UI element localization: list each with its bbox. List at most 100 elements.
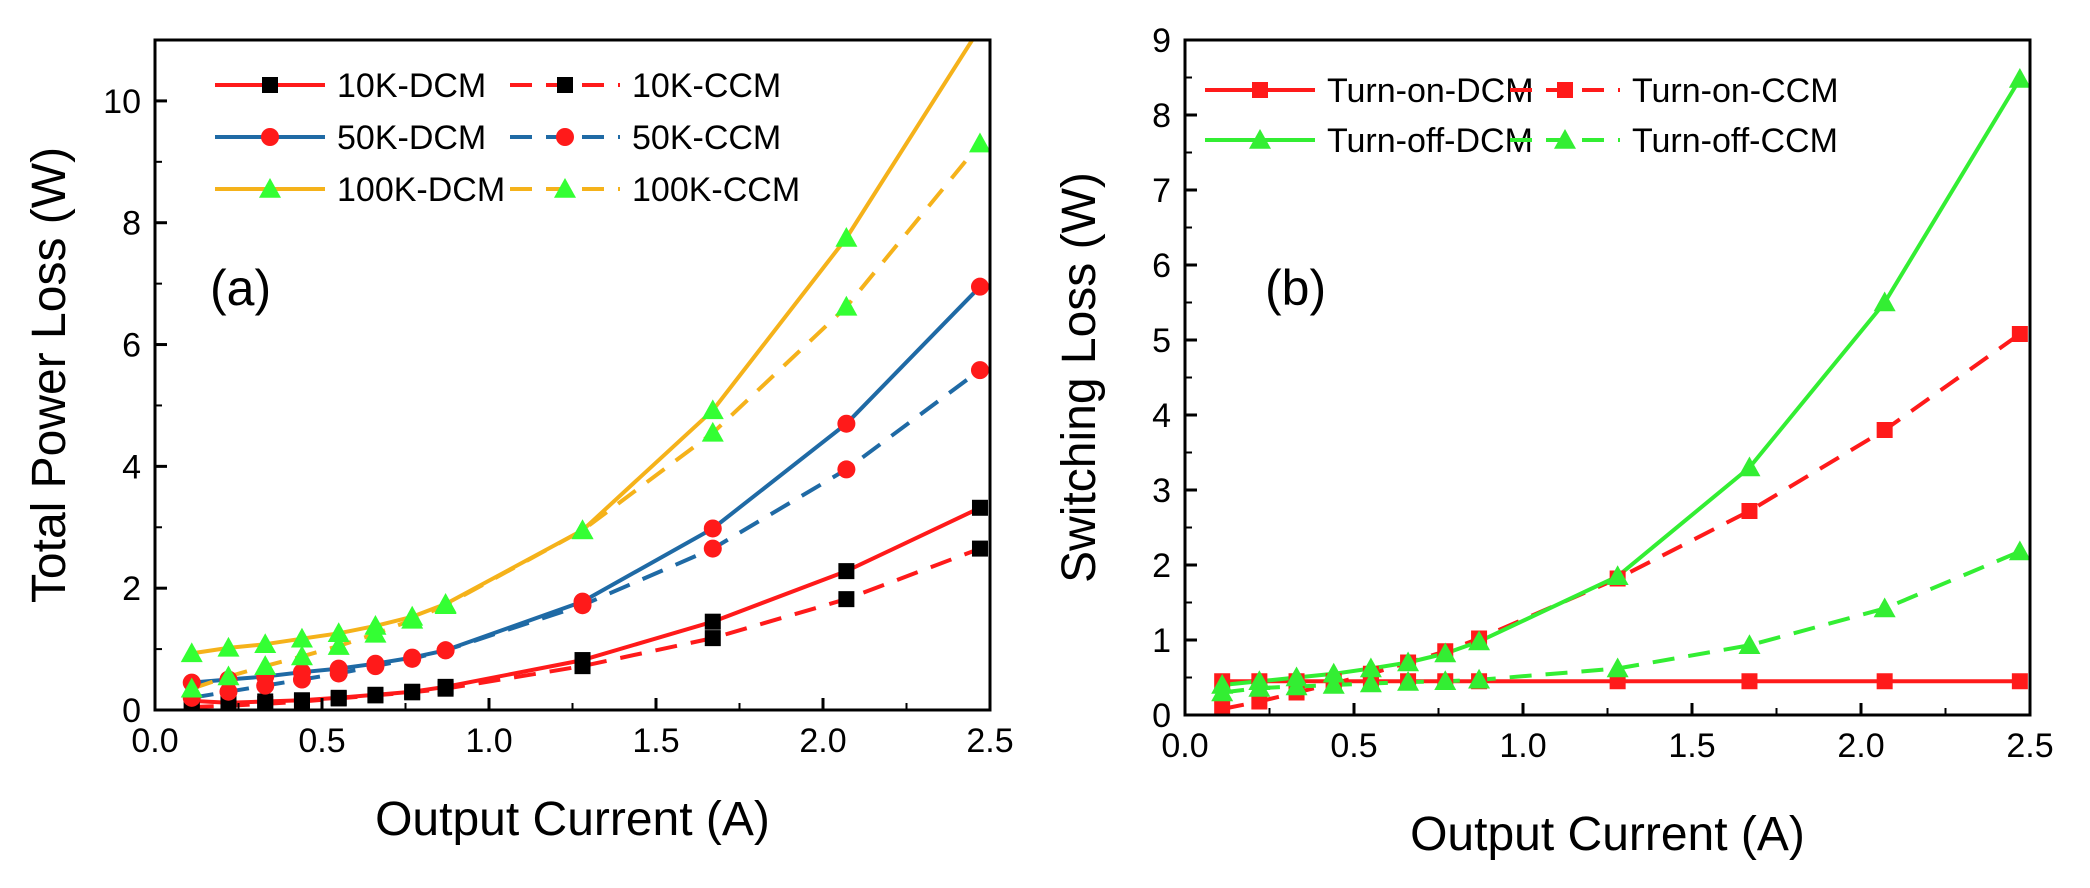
panel-a-series-4-point-3: [290, 627, 313, 648]
panel-a-series-5-point-9: [701, 421, 724, 442]
panel-a-legend-label-5: 100K-CCM: [632, 171, 800, 209]
panel-b-series-2-point-10: [1873, 291, 1896, 312]
panel-b-series-2-point-3: [1322, 662, 1345, 683]
panel-a-series-1-point-5: [367, 687, 384, 704]
panel-b-y-tick-label-6: 6: [1152, 247, 1171, 285]
panel-a-y-tick-label-2: 4: [122, 448, 141, 486]
panel-a-y-tick-label-4: 8: [122, 205, 141, 243]
panel-b-y-tick-label-7: 7: [1152, 172, 1171, 210]
panel-a-x-axis-title: Output Current (A): [375, 793, 770, 846]
panel-a-series-5-point-10: [835, 295, 858, 316]
panel-b-series-1-point-1: [1251, 693, 1268, 710]
panel-b-y-tick-label-2: 2: [1152, 547, 1171, 585]
panel-b-legend-marker-3: [1554, 129, 1576, 149]
panel-a-legend-label-1: 10K-CCM: [632, 67, 781, 105]
panel-b-series-2-point-4: [1359, 657, 1382, 678]
panel-a-series-3-point-1: [219, 682, 238, 701]
panel-a-series-0-point-9: [704, 613, 721, 630]
panel-a-series-2-point-10: [837, 414, 856, 433]
panel-a-series-3-point-11: [970, 361, 989, 380]
panel-a-x-tick-label-4: 2.0: [799, 722, 846, 760]
panel-a-legend-marker-0: [262, 77, 278, 93]
panel-a-series-1-point-2: [257, 695, 274, 710]
panel-b-series-3-point-7: [1468, 668, 1491, 689]
panel-a-legend-label-3: 50K-CCM: [632, 119, 781, 157]
panel-a-y-tick-label-5: 10: [103, 83, 141, 121]
panel-a-series-1-point-11: [971, 540, 988, 557]
panel-b-series-3-point-9: [1738, 634, 1761, 655]
panel-a-series-0-point-11: [971, 499, 988, 516]
panel-a-legend-marker-3: [556, 128, 574, 146]
panel-a-series-5-point-2: [254, 655, 277, 675]
panel-a-series-5-point-5: [364, 622, 387, 643]
panel-a-series-1-line: [191, 546, 981, 709]
panel-b-legend-label-1: Turn-on-CCM: [1632, 72, 1839, 110]
panel-b-series-2-line: [1222, 77, 2022, 687]
panel-a-legend-marker-2: [261, 128, 279, 146]
panel-a-series-4-point-2: [254, 633, 277, 654]
panel-b-series-2-point-6: [1434, 642, 1457, 663]
panel-b-series-2-point-5: [1397, 651, 1420, 672]
panel-a-series-5-point-3: [290, 645, 313, 666]
panel-a-x-tick-label-1: 0.5: [298, 722, 345, 760]
panel-a-series-1-point-3: [293, 693, 310, 710]
panel-b-series-2-point-11: [2008, 68, 2030, 88]
panel-b-series-2-point-9: [1738, 456, 1761, 477]
panel-b-series-1-point-10: [1876, 422, 1893, 438]
panel-a-legend-label-2: 50K-DCM: [337, 119, 486, 157]
panel-a-series-3-point-5: [366, 657, 385, 676]
panel-a-series-5-point-1: [217, 665, 240, 686]
panel-a-series-3-point-7: [436, 641, 455, 660]
panel-b-legend: Turn-on-DCM Turn-off-DCM Turn-on-CCM Turn-o…: [1205, 72, 1839, 160]
panel-a-legend-label-0: 10K-DCM: [337, 67, 486, 105]
panel-a-series-4-point-4: [327, 622, 350, 643]
panel-b-series-3-point-3: [1322, 674, 1345, 694]
panel-b-y-tick-label-8: 8: [1152, 97, 1171, 135]
panel-a-series-3-point-2: [256, 676, 275, 695]
panel-b-x-tick-label-4: 2.0: [1837, 727, 1884, 765]
panel-a-series-5-point-4: [327, 635, 350, 655]
panel-b-series-3-line: [1221, 549, 2021, 695]
panel-a-series-5-point-6: [401, 608, 424, 629]
panel-b-label: (b): [1265, 260, 1326, 316]
panel-b-series-1-point-9: [1741, 503, 1758, 519]
panel-b-series-3-point-8: [1606, 657, 1629, 678]
panel-b-series-1-point-0: [1214, 701, 1231, 715]
panel-b-series-2-point-7: [1468, 630, 1491, 651]
panel-a-series-0-point-10: [838, 563, 855, 580]
panel-b-series-3-point-2: [1285, 675, 1308, 696]
panel-b-legend-label-0: Turn-on-DCM: [1327, 72, 1534, 110]
panel-a-series-4-point-11: [969, 17, 991, 37]
panel-b-legend-marker-2: [1249, 129, 1271, 149]
panel-b-y-tick-label-4: 4: [1152, 397, 1171, 435]
panel-b-chart: 0.0 0.5 1.0 1.5 2.0 2.5 0 1 2 3 4 5 6 7 8 9 Output Curr…: [1053, 22, 2054, 861]
panel-a-series-3-point-3: [292, 670, 311, 689]
panel-a-plot-area: [180, 17, 991, 710]
panel-b-y-tick-label-3: 3: [1152, 472, 1171, 510]
panel-a-label: (a): [210, 260, 271, 316]
panel-b-series-0-point-11: [2011, 673, 2028, 690]
panel-b-y-tick-label-9: 9: [1152, 22, 1171, 60]
panel-b-y-tick-label-1: 1: [1152, 622, 1171, 660]
panel-b-y-axis-title: Switching Loss (W): [1053, 172, 1106, 583]
panel-b-ticks: 0.0 0.5 1.0 1.5 2.0 2.5 0 1 2 3 4 5 6 7 8 9: [1152, 22, 2054, 765]
panel-a-series-3-point-9: [703, 539, 722, 558]
panel-b-y-tick-label-5: 5: [1152, 322, 1171, 360]
panel-a-legend-marker-5: [554, 178, 576, 198]
panel-b-series-3-point-4: [1359, 672, 1382, 693]
panel-a-y-tick-label-3: 6: [122, 327, 141, 365]
panel-a-series-1-point-7: [437, 680, 454, 697]
panel-b-series-0-point-9: [1741, 673, 1758, 690]
panel-a-series-5-point-7: [434, 594, 457, 615]
panel-b-series-3-point-10: [1873, 597, 1896, 618]
panel-b-series-3-point-5: [1397, 671, 1420, 691]
panel-b-series-1-line: [1221, 332, 2022, 711]
panel-a-x-tick-label-3: 1.5: [632, 722, 679, 760]
panel-a-series-4-point-0: [180, 642, 203, 663]
panel-a-x-tick-label-2: 1.0: [465, 722, 512, 760]
panel-a-chart: 0.0 0.5 1.0 1.5 2.0 2.5 0 2 4 6 8 10 Output Current…: [23, 17, 1014, 846]
panel-b-x-tick-label-1: 0.5: [1330, 727, 1377, 765]
panel-b-x-tick-label-3: 1.5: [1668, 727, 1715, 765]
panel-a-series-4-point-10: [835, 226, 858, 247]
